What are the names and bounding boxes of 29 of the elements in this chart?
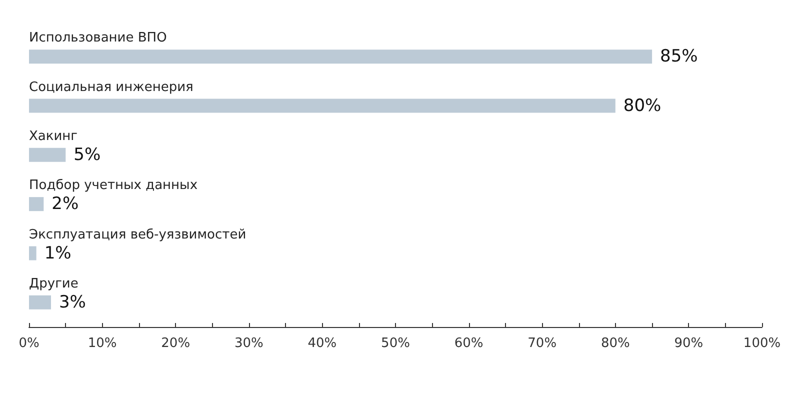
data-label: 80% [623,96,662,116]
x-tick-label: 10% [88,336,117,351]
bar [29,295,51,310]
y-tick-label: Социальная инженерия [29,80,194,95]
x-tick-label: 30% [234,336,264,351]
x-tick-label: 80% [600,336,630,351]
data-label: 5% [74,144,101,165]
x-tick-label: 90% [674,336,704,351]
bar [29,148,66,162]
x-tick-label: 50% [381,336,410,351]
bar [29,98,616,113]
data-label: 85% [660,46,698,67]
x-tick-label: 40% [308,336,337,351]
x-tick-label: 100% [743,336,781,351]
data-label: 1% [44,243,72,264]
data-label: 3% [58,292,86,312]
y-tick-label: Другие [29,276,78,292]
y-tick-label: Подбор учетных данных [29,178,198,194]
x-tick-label: 60% [454,336,484,351]
y-tick-label: Эксплуатация веб-уязвимостей [29,227,246,242]
y-tick-label: Хакинг [29,128,78,144]
bar [29,246,36,260]
y-tick-label: Использование ВПО [29,30,167,46]
x-tick-label: 20% [161,336,190,351]
x-tick-label: 70% [528,336,557,351]
bar [29,197,44,212]
x-tick-label: 0% [18,336,40,351]
bar [29,50,652,64]
data-label: 2% [52,194,79,214]
